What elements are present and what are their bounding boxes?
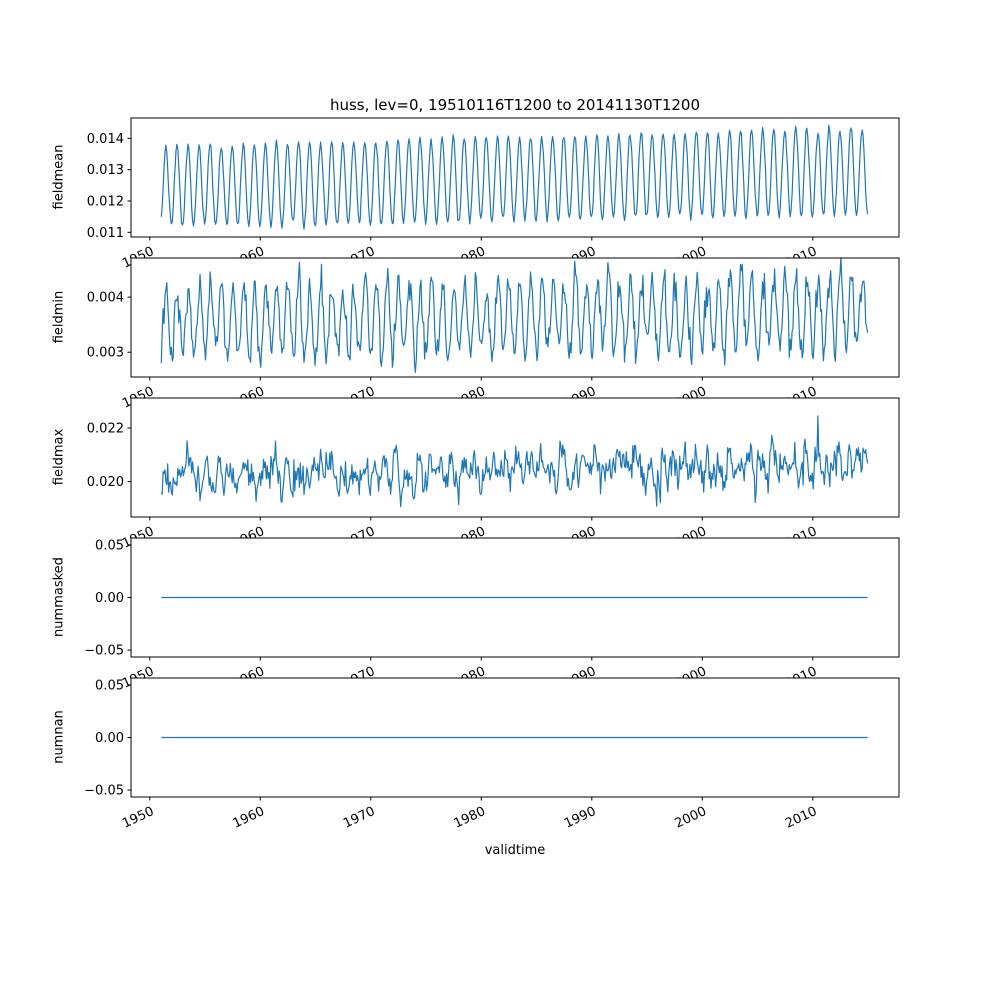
x-tick-label: 2010 xyxy=(783,804,819,832)
x-tick-label: 1950 xyxy=(120,804,156,832)
axes-frame xyxy=(130,257,900,378)
y-tick-label: 0.003 xyxy=(87,346,124,361)
y-tick-label: −0.05 xyxy=(84,784,124,799)
y-tick-label: 0.00 xyxy=(95,731,124,746)
y-tick-label: 0.05 xyxy=(95,538,124,553)
x-tick-label: 1990 xyxy=(562,804,598,832)
series-line-fieldmax xyxy=(160,415,869,508)
series-line-fieldmin xyxy=(160,258,869,373)
y-tick-label: 0.022 xyxy=(87,422,124,437)
y-tick-label: 0.012 xyxy=(87,194,124,209)
x-tick-label: 1960 xyxy=(231,804,267,832)
y-tick-label: 0.00 xyxy=(95,591,124,606)
subplot-numnan: −0.05 0.00 0.05 1950 1960 1970 1980 1990 2000 201… xyxy=(84,677,900,832)
y-axis-label-fieldmin: fieldmin xyxy=(51,290,67,344)
x-tick-label: 1970 xyxy=(341,804,377,832)
y-tick-label: 0.013 xyxy=(87,163,124,178)
chart-title: huss, lev=0, 19510116T1200 to 20141130T1… xyxy=(329,96,701,114)
y-axis-label-nummasked: nummasked xyxy=(51,557,67,637)
series-line-fieldmean xyxy=(160,124,869,230)
x-tick-label: 2000 xyxy=(673,804,709,832)
y-axis-label-fieldmax: fieldmax xyxy=(51,428,67,486)
y-tick-label: 0.011 xyxy=(87,226,124,241)
y-axis-label-numnan: numnan xyxy=(51,710,67,764)
x-tick-label: 1980 xyxy=(452,804,488,832)
axes-frame xyxy=(130,397,900,518)
y-tick-label: 0.05 xyxy=(95,678,124,693)
y-axis-label-fieldmean: fieldmean xyxy=(51,144,67,210)
x-axis-label: validtime xyxy=(484,843,546,858)
y-tick-label: 0.004 xyxy=(87,291,124,306)
axes-frame xyxy=(130,117,900,238)
y-tick-label: 0.014 xyxy=(87,132,124,147)
y-tick-label: −0.05 xyxy=(84,644,124,659)
y-tick-label: 0.020 xyxy=(87,475,124,490)
